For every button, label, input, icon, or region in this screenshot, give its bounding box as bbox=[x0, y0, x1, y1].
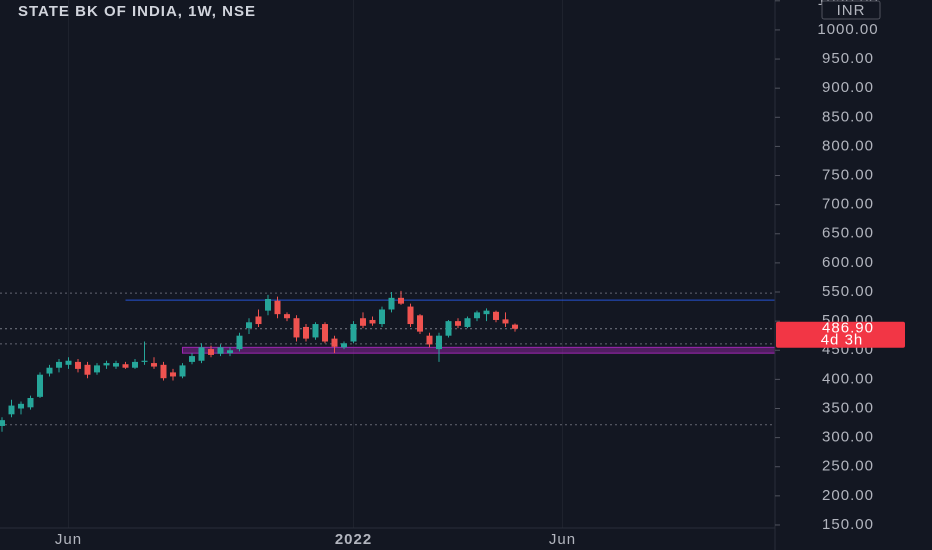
candle-body bbox=[37, 374, 43, 397]
candle-body bbox=[502, 319, 509, 324]
candle-body bbox=[113, 363, 119, 367]
zone bbox=[182, 346, 775, 354]
candle-body bbox=[236, 335, 243, 350]
y-tick-label: 1000.00 bbox=[817, 21, 878, 38]
y-tick-label: 400.00 bbox=[822, 370, 874, 387]
candle-body bbox=[312, 324, 319, 338]
candle-body bbox=[398, 297, 404, 304]
candle-body bbox=[246, 322, 252, 329]
plot-area bbox=[0, 290, 775, 432]
y-tick-label: 250.00 bbox=[822, 458, 874, 475]
candle-body bbox=[141, 360, 148, 362]
candle-body bbox=[388, 297, 395, 310]
candle-body bbox=[151, 363, 157, 367]
last-price-label: 486.90 bbox=[822, 320, 874, 337]
candle-body bbox=[160, 364, 167, 379]
y-tick-label: 600.00 bbox=[822, 254, 874, 271]
candle-body bbox=[360, 318, 366, 326]
currency: INR bbox=[837, 2, 866, 19]
y-tick-label: 750.00 bbox=[822, 167, 874, 184]
y-tick-label: 850.00 bbox=[822, 108, 874, 125]
candle-body bbox=[8, 405, 15, 415]
candle-body bbox=[341, 343, 347, 348]
candle-body bbox=[189, 356, 195, 362]
candle-body bbox=[426, 335, 433, 345]
candle-body bbox=[75, 361, 81, 369]
candle-body bbox=[436, 335, 442, 350]
candle-body bbox=[464, 318, 471, 327]
candle-body bbox=[94, 365, 100, 373]
candle-body bbox=[293, 318, 300, 338]
candle-body bbox=[455, 321, 461, 326]
y-tick-label: 300.00 bbox=[822, 429, 874, 446]
candle-body bbox=[493, 311, 499, 320]
candle-body bbox=[265, 299, 271, 311]
candle-body bbox=[227, 350, 233, 354]
candle-body bbox=[284, 314, 290, 319]
candle-body bbox=[417, 315, 423, 332]
y-tick-label: 800.00 bbox=[822, 137, 874, 154]
candle-body bbox=[0, 420, 5, 426]
candle-body bbox=[103, 363, 110, 366]
candle-body bbox=[179, 365, 186, 377]
x-tick-label: 2022 bbox=[335, 531, 372, 548]
candle-body bbox=[331, 338, 338, 347]
candle-body bbox=[208, 349, 214, 355]
candle-body bbox=[379, 309, 385, 325]
candle-body bbox=[198, 347, 205, 361]
candle-body bbox=[255, 316, 262, 325]
candle-body bbox=[18, 403, 24, 409]
candle-body bbox=[122, 364, 129, 368]
candle-body bbox=[407, 306, 414, 325]
candle-body bbox=[56, 361, 62, 368]
x-tick-label: Jun bbox=[55, 531, 82, 548]
candle-body bbox=[27, 398, 34, 408]
y-tick-label: 200.00 bbox=[822, 487, 874, 504]
candle-body bbox=[65, 360, 72, 365]
last-price-box bbox=[776, 321, 905, 348]
candle-body bbox=[474, 312, 480, 319]
candle-body bbox=[445, 321, 452, 336]
candle-body bbox=[322, 324, 328, 342]
candle-body bbox=[483, 310, 490, 315]
candle-body bbox=[512, 324, 518, 329]
candle-body bbox=[303, 326, 309, 339]
y-tick-label: 150.00 bbox=[822, 516, 874, 533]
grid bbox=[68, 0, 563, 528]
y-tick-label: 700.00 bbox=[822, 196, 874, 213]
candle-body bbox=[46, 367, 53, 374]
y-tick-label: 900.00 bbox=[822, 79, 874, 96]
candle-body bbox=[217, 347, 224, 354]
y-tick-label: 550.00 bbox=[822, 283, 874, 300]
candle-body bbox=[274, 300, 281, 315]
x-tick-label: Jun bbox=[549, 531, 576, 548]
y-tick-label: 350.00 bbox=[822, 399, 874, 416]
candle-body bbox=[132, 361, 138, 368]
y-tick-label: 950.00 bbox=[822, 50, 874, 67]
candle-body bbox=[350, 324, 357, 342]
candle-body bbox=[170, 372, 176, 377]
candle-body bbox=[84, 364, 91, 375]
candle-body bbox=[369, 319, 376, 324]
currency-box[interactable] bbox=[821, 0, 881, 20]
countdown: 4d 3h bbox=[821, 332, 864, 349]
y-tick-label: 650.00 bbox=[822, 225, 874, 242]
chart-title: STATE BK OF INDIA, 1W, NSE bbox=[18, 3, 256, 20]
